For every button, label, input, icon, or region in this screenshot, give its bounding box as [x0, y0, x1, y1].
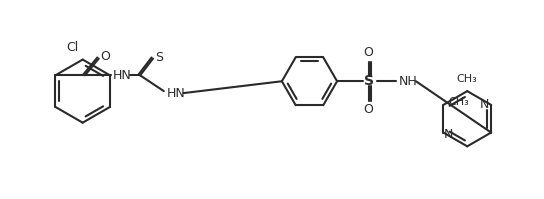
Text: NH: NH [399, 75, 417, 88]
Text: O: O [364, 46, 374, 59]
Text: O: O [101, 50, 110, 63]
Text: CH₃: CH₃ [449, 97, 469, 107]
Text: HN: HN [166, 87, 185, 100]
Text: N: N [443, 128, 453, 141]
Text: O: O [364, 103, 374, 116]
Text: S: S [155, 51, 163, 64]
Text: N: N [480, 99, 489, 111]
Text: Cl: Cl [67, 41, 79, 54]
Text: HN: HN [113, 69, 132, 82]
Text: S: S [363, 74, 374, 88]
Text: CH₃: CH₃ [457, 74, 478, 84]
